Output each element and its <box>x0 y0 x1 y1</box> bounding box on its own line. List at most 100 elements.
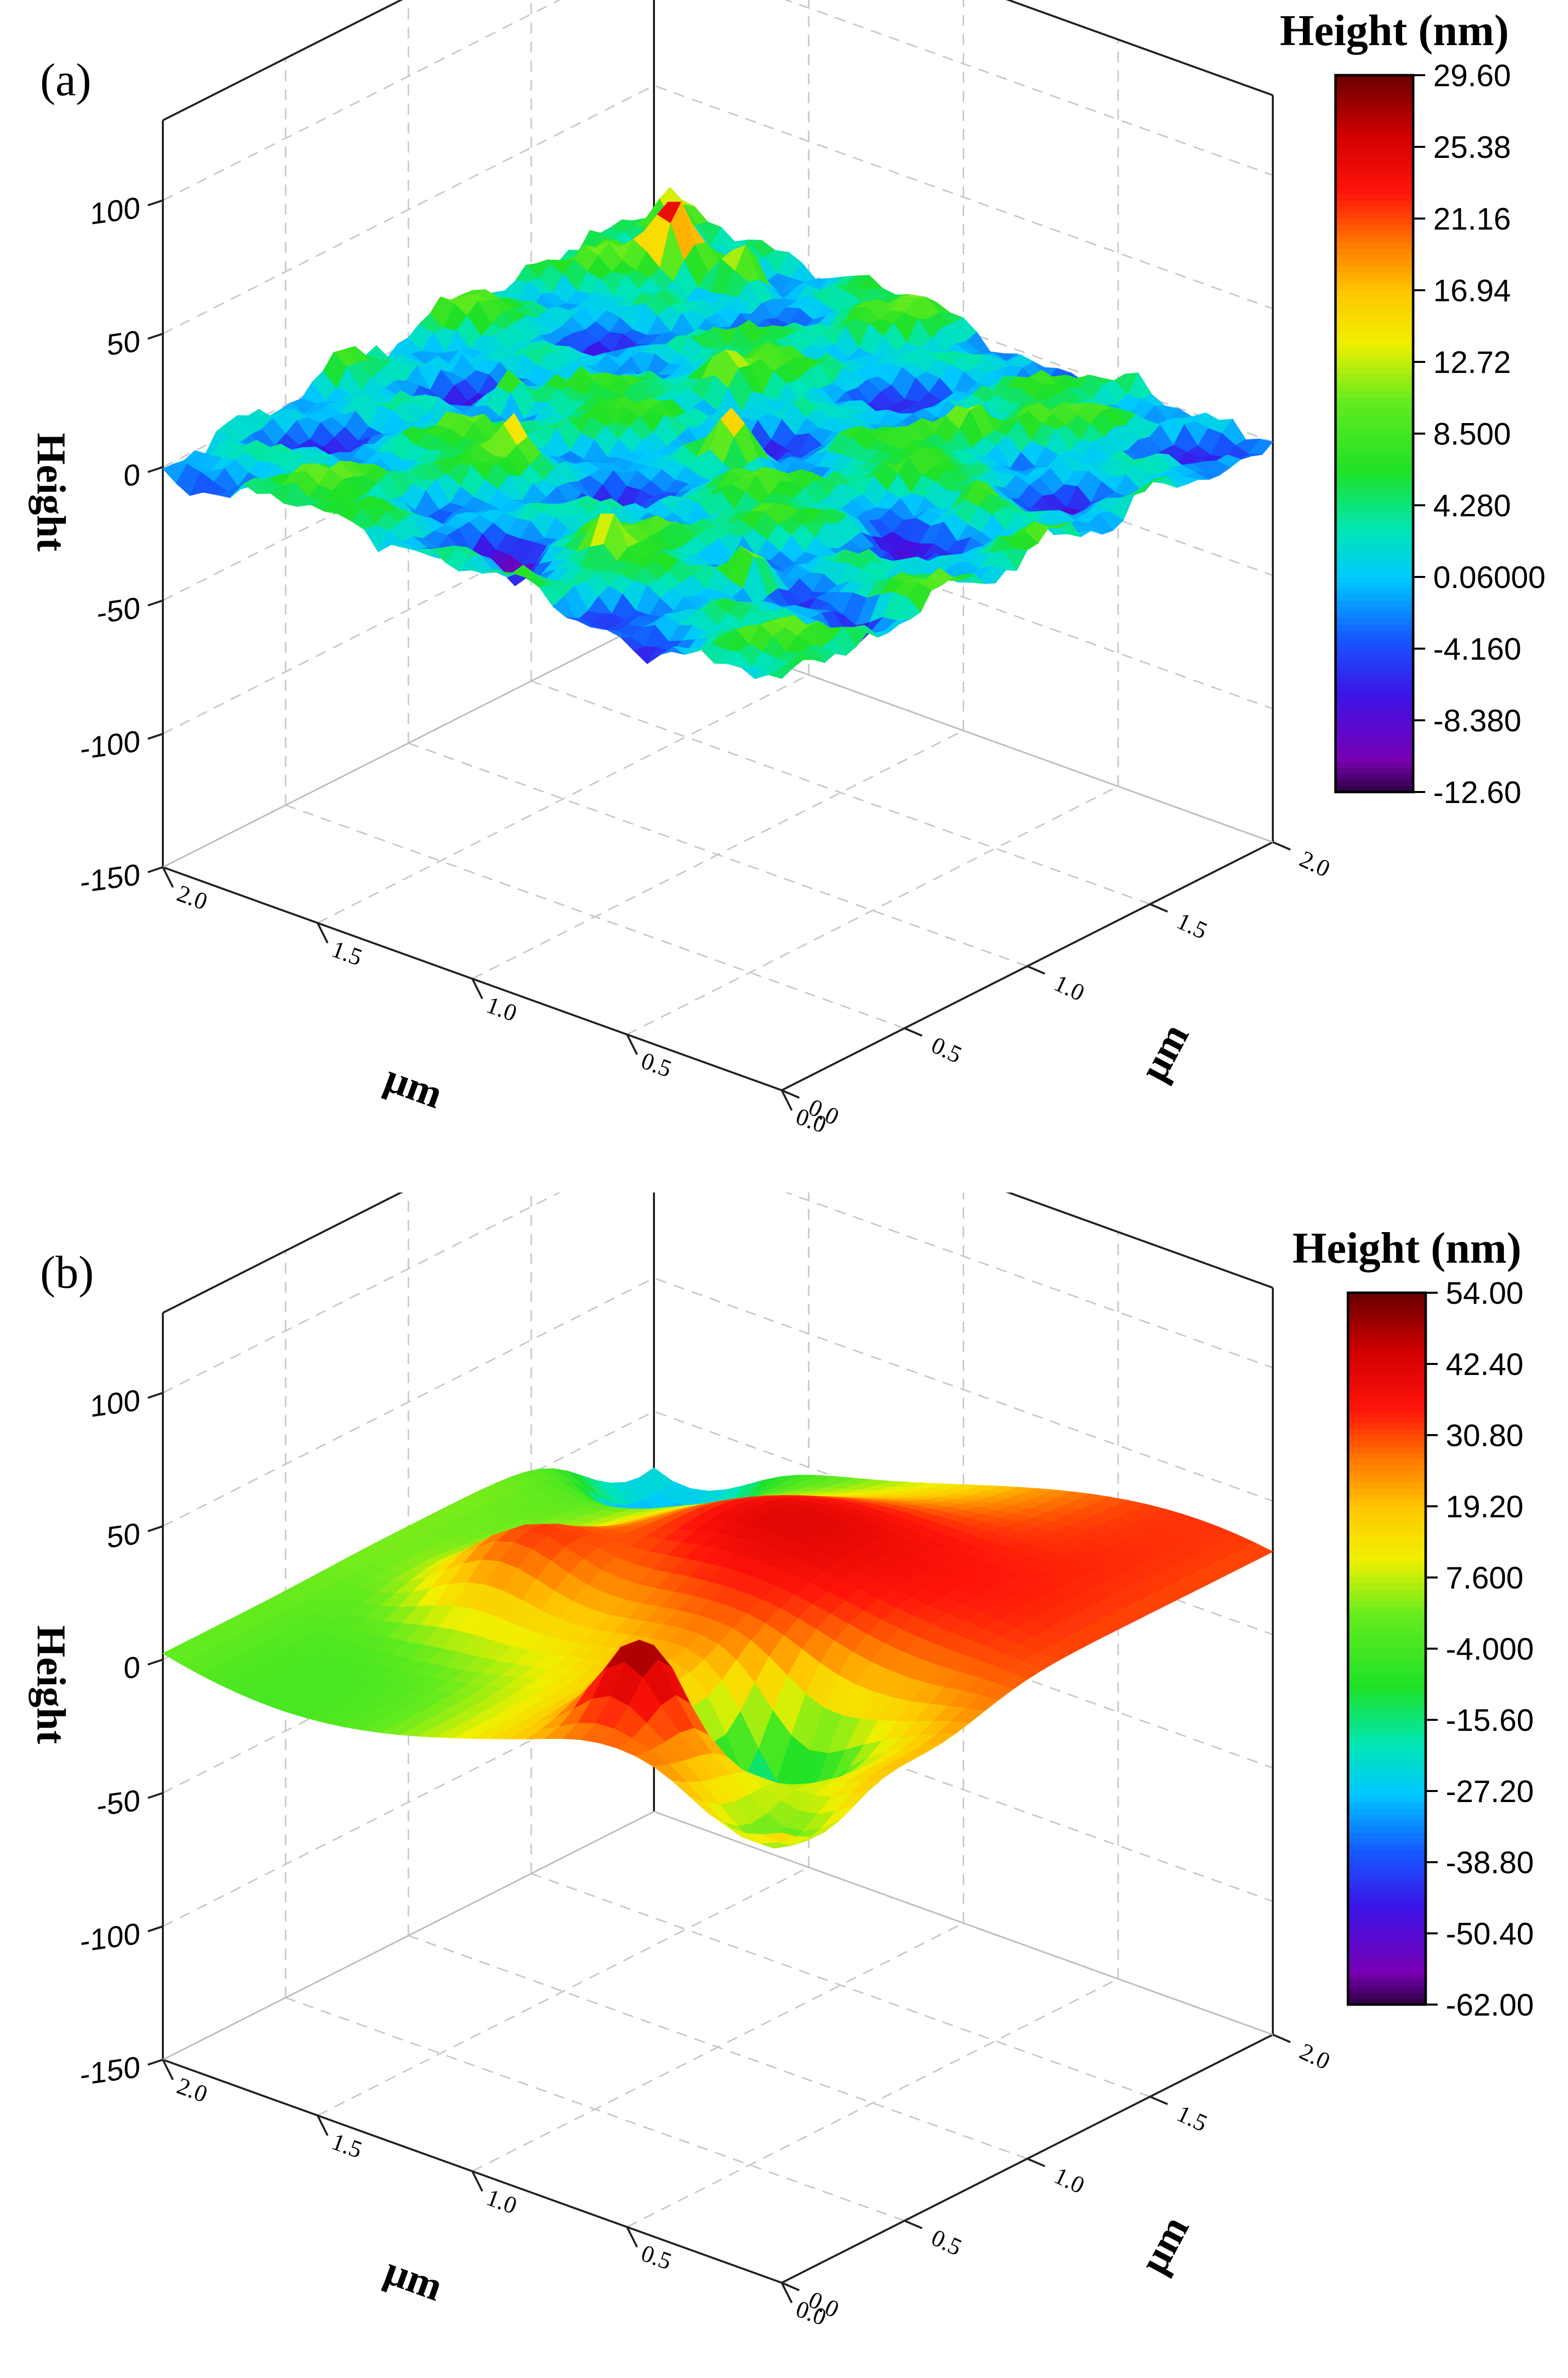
colorbar-swatch <box>1335 660 1413 668</box>
colorbar-swatch <box>1335 541 1413 548</box>
colorbar-swatch <box>1335 302 1413 309</box>
colorbar-swatch <box>1335 87 1413 94</box>
colorbar-swatch <box>1335 164 1413 172</box>
colorbar: Height (nm) 29.60 25.38 21.16 16.94 12.72 8.50… <box>1280 7 1545 810</box>
colorbar-swatch <box>1348 1524 1426 1531</box>
afm-panel-b: (b) 100 50 0 -50 -100 -150 2.0 1.5 1.0 0.5 0.0 0.0 0.… <box>0 1064 1568 2375</box>
z-tick-label: 50 <box>107 1516 140 1554</box>
z-tick <box>147 599 163 607</box>
colorbar-swatch <box>1335 362 1413 369</box>
colorbar-swatch <box>1335 625 1413 632</box>
colorbar-swatch <box>1335 141 1413 148</box>
colorbar-swatch <box>1348 1939 1426 1946</box>
colorbar-swatch <box>1348 1625 1426 1632</box>
x-tick <box>316 922 329 944</box>
colorbar-swatch <box>1335 260 1413 267</box>
colorbar-swatch <box>1348 1660 1426 1667</box>
y-tick-label: 0.5 <box>927 2224 966 2261</box>
colorbar-swatch <box>1348 1328 1426 1335</box>
y-axis-title: μm <box>1131 1016 1198 1088</box>
y-tick-label: 0.5 <box>927 1032 966 1068</box>
colorbar-swatch <box>1348 1595 1426 1602</box>
colorbar-label: 7.600 <box>1446 1561 1523 1596</box>
colorbar-label: -27.20 <box>1446 1774 1534 1809</box>
top-edge-line <box>1005 0 1273 96</box>
colorbar-swatch <box>1335 499 1413 506</box>
colorbar-swatch <box>1348 1465 1426 1472</box>
colorbar-swatch <box>1348 1933 1426 1940</box>
colorbar-swatch <box>1348 1832 1426 1840</box>
colorbar-swatch <box>1335 194 1413 202</box>
x-tick <box>471 978 484 1000</box>
colorbar-swatch <box>1348 1898 1426 1905</box>
colorbar-swatch <box>1335 332 1413 339</box>
colorbar-swatch <box>1348 1862 1426 1869</box>
colorbar-swatch <box>1348 1749 1426 1756</box>
colorbar-swatch <box>1348 1915 1426 1922</box>
colorbar-swatch <box>1335 379 1413 387</box>
floor-back-edge <box>653 1811 1273 2036</box>
x-tick <box>781 2282 793 2303</box>
colorbar-swatch <box>1348 1589 1426 1596</box>
z-tick <box>147 1792 163 1799</box>
wall-gridline <box>162 1277 1273 1527</box>
colorbar-swatch <box>1335 201 1413 208</box>
colorbar-swatch <box>1335 385 1413 393</box>
colorbar-swatch <box>1335 582 1413 590</box>
colorbar-swatch <box>1335 398 1413 405</box>
colorbar-swatch <box>1348 1927 1426 1934</box>
colorbar-label: -4.000 <box>1446 1632 1534 1667</box>
colorbar-swatch <box>1348 1476 1426 1484</box>
z-tick <box>147 1925 163 1932</box>
colorbar-swatch <box>1335 176 1413 183</box>
colorbar-swatch <box>1348 1334 1426 1341</box>
colorbar-swatch <box>1348 1785 1426 1792</box>
colorbar-swatch <box>1335 434 1413 441</box>
colorbar-swatch <box>1348 1316 1426 1323</box>
colorbar-swatch <box>1335 428 1413 435</box>
colorbar-label: 16.94 <box>1433 274 1511 308</box>
colorbar-swatch <box>1335 451 1413 459</box>
colorbar-swatch <box>1335 732 1413 739</box>
panel-label: (b) <box>40 1247 94 1298</box>
colorbar-label: 25.38 <box>1433 130 1511 165</box>
colorbar-swatch <box>1335 726 1413 733</box>
x-tick-label: 2.0 <box>173 880 211 915</box>
colorbar-swatch <box>1348 1993 1426 2000</box>
y-tick-label: 1.0 <box>1050 2162 1088 2199</box>
colorbar-swatch <box>1335 535 1413 542</box>
colorbar-swatch <box>1348 1388 1426 1395</box>
colorbar-swatch <box>1335 147 1413 154</box>
colorbar-swatch <box>1348 1619 1426 1626</box>
colorbar-swatch <box>1335 643 1413 650</box>
y-tick <box>1272 2034 1291 2043</box>
surface-facet <box>762 1832 797 1843</box>
colorbar-swatch <box>1335 487 1413 494</box>
z-tick <box>147 466 163 473</box>
colorbar-swatch <box>1348 1304 1426 1311</box>
colorbar-swatch <box>1348 1773 1426 1780</box>
colorbar-swatch <box>1335 547 1413 554</box>
colorbar-swatch <box>1348 1643 1426 1650</box>
colorbar-swatch <box>1348 1405 1426 1413</box>
colorbar-swatch <box>1335 410 1413 417</box>
colorbar-swatch <box>1335 105 1413 112</box>
colorbar-swatch <box>1335 422 1413 429</box>
colorbar-label: 12.72 <box>1433 345 1511 380</box>
x-tick-label: 0.5 <box>637 2240 675 2275</box>
colorbar-swatch <box>1335 224 1413 232</box>
colorbar-swatch <box>1335 720 1413 727</box>
colorbar-swatch <box>1348 1963 1426 1970</box>
colorbar-swatch <box>1335 219 1413 226</box>
colorbar-swatch <box>1335 588 1413 596</box>
colorbar-swatch <box>1348 1838 1426 1845</box>
z-tick-label: 50 <box>107 323 140 362</box>
colorbar-swatch <box>1335 152 1413 160</box>
colorbar-swatch <box>1348 1506 1426 1513</box>
colorbar-swatch <box>1348 1880 1426 1887</box>
floor-gridline <box>317 1866 809 2116</box>
colorbar-swatch <box>1335 649 1413 656</box>
colorbar-swatch <box>1335 481 1413 488</box>
y-tick <box>904 1027 923 1037</box>
panel-label: (a) <box>40 54 91 105</box>
